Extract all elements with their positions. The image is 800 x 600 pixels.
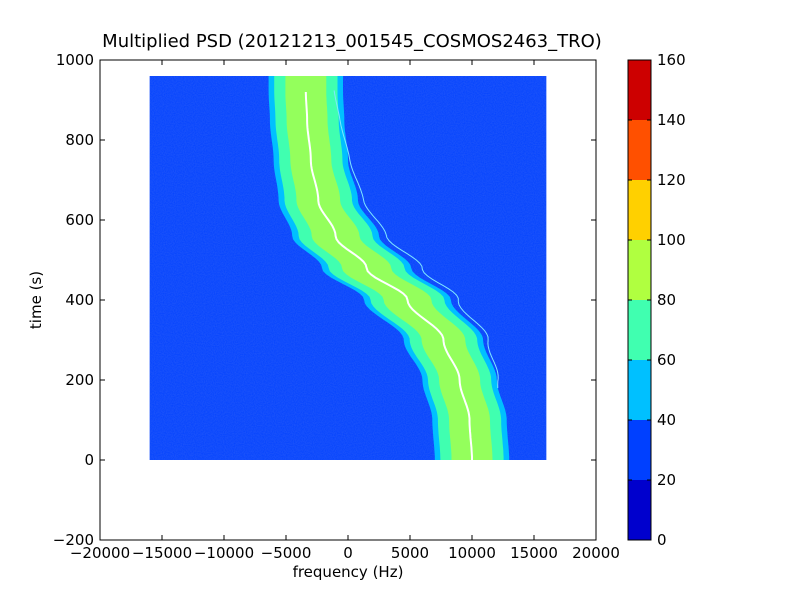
- y-tick-label: 600: [65, 211, 94, 229]
- x-tick-label: 5000: [391, 544, 429, 562]
- x-tick-label: 15000: [510, 544, 558, 562]
- signal-trace: [304, 91, 473, 460]
- x-axis: −20000 −15000 −10000 −5000 0 5000 10000 15000 20…: [70, 60, 620, 562]
- signal-band-3: [285, 76, 493, 460]
- colorbar-tick-label: 0: [657, 531, 667, 549]
- x-tick-label: −20000: [70, 544, 130, 562]
- colorbar-segment: [628, 60, 651, 120]
- colorbar: 0 20 40 60 80 100 120 140 160: [627, 51, 686, 549]
- colorbar-segment: [628, 180, 651, 240]
- x-tick-label: 0: [343, 544, 353, 562]
- y-tick-label: 800: [65, 131, 94, 149]
- y-axis-label: time (s): [27, 271, 45, 329]
- colorbar-segment: [628, 420, 651, 480]
- x-tick-label: −10000: [194, 544, 254, 562]
- colorbar-segment: [628, 300, 651, 360]
- y-tick-label: −200: [53, 531, 94, 549]
- x-tick-label: −5000: [261, 544, 312, 562]
- x-tick-label: 10000: [448, 544, 496, 562]
- colorbar-tick-label: 160: [657, 51, 686, 69]
- colorbar-tick-label: 140: [657, 111, 686, 129]
- y-tick-label: 1000: [56, 51, 94, 69]
- x-tick-label: −15000: [132, 544, 192, 562]
- colorbar-segment: [628, 120, 651, 180]
- colorbar-segment: [628, 360, 651, 420]
- x-tick-label: 20000: [572, 544, 620, 562]
- chart-title: Multiplied PSD (20121213_001545_COSMOS24…: [102, 31, 602, 52]
- colorbar-tick-label: 20: [657, 471, 676, 489]
- y-tick-label: 0: [84, 451, 94, 469]
- colorbar-tick-label: 40: [657, 411, 676, 429]
- y-tick-label: 200: [65, 371, 94, 389]
- colorbar-segment: [628, 240, 651, 300]
- colorbar-tick-label: 60: [657, 351, 676, 369]
- colorbar-tick-label: 120: [657, 171, 686, 189]
- plot-area: [149, 76, 547, 460]
- colorbar-segment: [628, 480, 651, 540]
- y-tick-label: 400: [65, 291, 94, 309]
- colorbar-tick-label: 100: [657, 231, 686, 249]
- y-axis: −200 0 200 400 600 800 1000: [53, 51, 596, 549]
- x-axis-label: frequency (Hz): [293, 563, 404, 581]
- signal-harmonic: [333, 90, 499, 389]
- colorbar-tick-label: 80: [657, 291, 676, 309]
